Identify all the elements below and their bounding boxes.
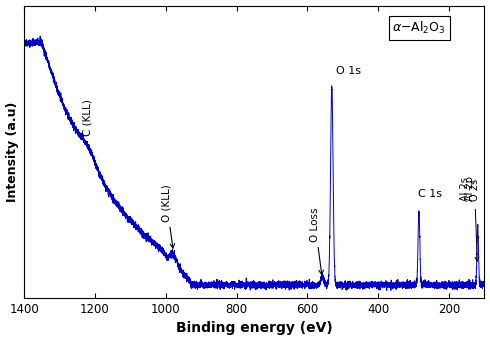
X-axis label: Binding energy (eV): Binding energy (eV) (176, 322, 333, 336)
Text: Al 2s: Al 2s (460, 177, 470, 201)
Text: O Loss: O Loss (310, 207, 323, 275)
Text: C (KLL): C (KLL) (82, 99, 92, 135)
Text: Al 2p: Al 2p (466, 176, 475, 201)
Text: $\alpha$$-$Al$_2$O$_3$: $\alpha$$-$Al$_2$O$_3$ (392, 20, 446, 36)
Y-axis label: Intensity (a.u): Intensity (a.u) (5, 102, 19, 202)
Text: O 1s: O 1s (336, 66, 361, 76)
Text: C 1s: C 1s (418, 189, 442, 199)
Text: O 2s: O 2s (470, 179, 480, 201)
Text: O (KLL): O (KLL) (162, 184, 174, 248)
